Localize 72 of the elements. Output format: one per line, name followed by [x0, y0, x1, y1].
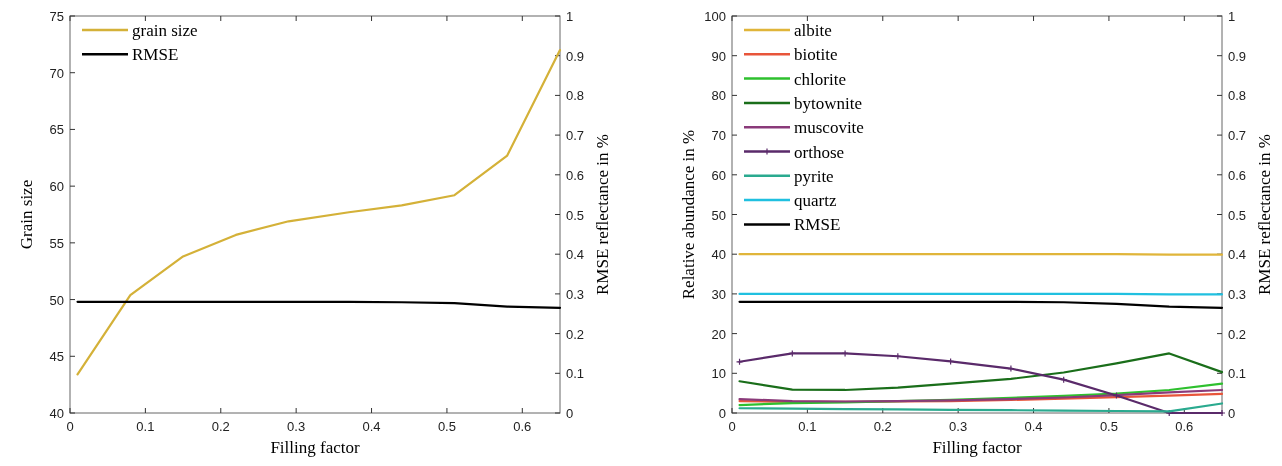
y2-tick-label: 0: [1228, 406, 1236, 421]
x-tick-label: 0.6: [513, 419, 532, 434]
legend-label: chlorite: [794, 69, 846, 89]
y-tick-label: 65: [49, 122, 64, 138]
y2-axis-title: RMSE reflectance in %: [1255, 134, 1274, 295]
y2-tick-label: 0.3: [566, 286, 585, 302]
x-axis-title: Filling factor: [270, 438, 360, 457]
y-tick-label: 20: [711, 326, 726, 342]
y2-tick-label: 0.2: [1228, 326, 1247, 342]
x-tick-label: 0.6: [1175, 419, 1194, 434]
y2-tick-label: 0.8: [1228, 88, 1247, 104]
x-tick-label: 0.3: [287, 419, 306, 434]
x-tick-label: 0.5: [1099, 419, 1118, 434]
legend-label: grain size: [132, 21, 198, 40]
y-tick-label: 50: [711, 207, 726, 223]
y-tick-label: 30: [711, 286, 726, 302]
legend-label: albite: [794, 21, 832, 40]
x-tick-label: 0.2: [211, 419, 230, 434]
x-tick-label: 0.1: [798, 419, 817, 434]
y-tick-label: 40: [49, 406, 64, 421]
y2-tick-label: 0.7: [566, 128, 585, 144]
legend-label: orthose: [794, 142, 845, 162]
legend-label: biotite: [794, 45, 838, 65]
y2-tick-label: 0.5: [1228, 207, 1247, 223]
x-tick-label: 0: [66, 419, 74, 434]
y2-tick-label: 0.7: [1228, 128, 1247, 144]
legend-label: RMSE: [132, 45, 179, 65]
y-tick-label: 80: [711, 88, 726, 104]
y-axis-title: Grain size: [17, 179, 36, 250]
y2-tick-label: 0.4: [566, 247, 585, 263]
y-tick-label: 70: [49, 65, 64, 81]
y2-tick-label: 0.5: [566, 207, 585, 223]
y2-tick-label: 0.3: [1228, 286, 1247, 302]
y2-tick-label: 0.1: [566, 366, 585, 382]
y2-tick-label: 0: [566, 406, 574, 421]
legend-label: bytownite: [794, 93, 862, 113]
x-tick-label: 0.5: [437, 419, 456, 434]
y2-tick-label: 0.9: [566, 48, 585, 64]
legend-label: quartz: [794, 191, 837, 211]
y-tick-label: 90: [711, 48, 726, 64]
y-tick-label: 50: [49, 292, 64, 308]
x-axis-title: Filling factor: [932, 438, 1022, 457]
y-tick-label: 10: [711, 366, 726, 382]
legend-label: muscovite: [794, 118, 864, 138]
y2-tick-label: 0.6: [566, 167, 585, 183]
y-tick-label: 75: [49, 9, 64, 24]
y-tick-label: 45: [49, 349, 64, 365]
x-tick-label: 0.3: [949, 419, 968, 434]
y2-tick-label: 0.4: [1228, 247, 1247, 263]
y-tick-label: 70: [711, 128, 726, 144]
x-tick-label: 0.2: [873, 419, 892, 434]
x-tick-label: 0.1: [136, 419, 155, 434]
x-tick-label: 0.4: [1024, 419, 1043, 434]
y-axis-title: Relative abundance in %: [679, 129, 698, 300]
y2-tick-label: 1: [566, 9, 574, 24]
y2-tick-label: 0.9: [1228, 48, 1247, 64]
y2-axis-title: RMSE reflectance in %: [593, 134, 612, 295]
y-tick-label: 60: [49, 179, 64, 195]
legend-label: pyrite: [794, 166, 834, 186]
y2-tick-label: 0.1: [1228, 366, 1247, 382]
y-tick-label: 40: [711, 247, 726, 263]
y-tick-label: 0: [718, 406, 726, 421]
y2-tick-label: 0.8: [566, 88, 585, 104]
y-tick-label: 60: [711, 167, 726, 183]
x-tick-label: 0.4: [362, 419, 381, 434]
y2-tick-label: 0.2: [566, 326, 585, 342]
y-tick-label: 100: [704, 9, 726, 24]
legend-label: RMSE: [794, 215, 841, 235]
y2-tick-label: 1: [1228, 9, 1236, 24]
x-tick-label: 0: [728, 419, 736, 434]
y2-tick-label: 0.6: [1228, 167, 1247, 183]
y-tick-label: 55: [49, 235, 64, 251]
